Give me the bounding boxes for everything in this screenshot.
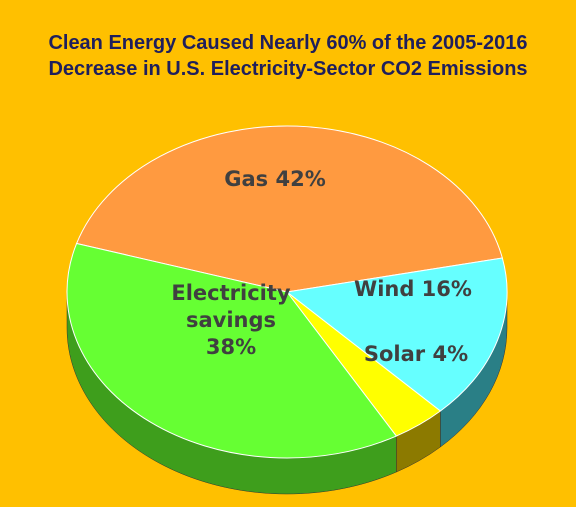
slice-label-solar: Solar 4% <box>364 342 468 366</box>
slice-label-line: 38% <box>206 335 256 359</box>
slice-label-gas: Gas 42% <box>224 167 325 191</box>
pie-side-walls <box>66 291 508 495</box>
pie-slice-electricity-savings <box>66 242 398 459</box>
slice-label-electricity-savings: Electricity savings 38% <box>171 281 291 359</box>
slice-label-line: Electricity <box>171 281 291 305</box>
pie-slice-wind <box>285 257 508 412</box>
pie-slices <box>66 125 508 459</box>
slice-label-line: savings <box>186 308 276 332</box>
slice-label-line: Wind 16% <box>354 277 472 301</box>
chart-title-line-1: Clean Energy Caused Nearly 60% of the 20… <box>48 32 528 54</box>
slice-label-line: Gas 42% <box>224 167 325 191</box>
pie-slice-gas <box>75 125 503 293</box>
slice-label-wind: Wind 16% <box>354 277 472 301</box>
chart-title-line-2: Decrease in U.S. Electricity-Sector CO2 … <box>48 58 528 80</box>
pie-labels: Gas 42% Wind 16% Solar 4% Electricity saving… <box>171 167 472 366</box>
slice-label-line: Solar 4% <box>364 342 468 366</box>
